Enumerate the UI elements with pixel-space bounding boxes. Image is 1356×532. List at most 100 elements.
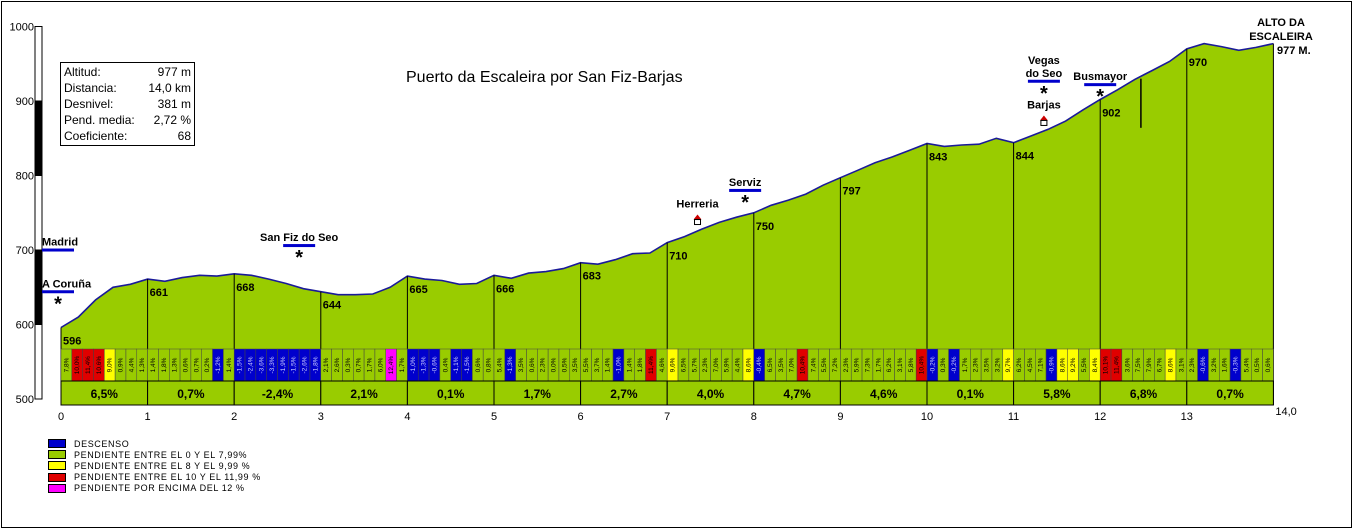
place-label: A Coruña [42,278,92,290]
gradient-label: 0,6% [182,357,189,372]
gradient-label: 1,4% [605,357,612,372]
x-tick-label: 2 [231,411,237,423]
gradient-label: -1,2% [215,356,222,373]
x-tick-label: 9 [837,411,843,423]
gradient-label: 12,4% [388,356,395,375]
legend-item-10-11: PENDIENTE ENTRE EL 10 Y EL 11,99 % [48,472,261,483]
gradient-label: 5,8% [908,357,915,372]
gradient-label: 1,8% [161,357,168,372]
star-marker: * [741,192,749,214]
gradient-label: 6,5% [767,357,774,372]
gradient-label: 2,1% [323,357,330,372]
gradient-label: 7,1% [1038,357,1045,372]
gradient-label: 6,2% [1016,357,1023,372]
gradient-label: 7,3% [864,357,871,372]
gradient-label: 8,4% [1092,357,1099,372]
km-altitude-label: 843 [929,151,947,163]
gradient-label: 6,0% [377,357,384,372]
legend-swatch [48,439,66,449]
km-gradient-label: 6,8% [1130,387,1158,401]
gradient-label: 1,3% [172,357,179,372]
gradient-label: -3,6% [258,356,265,373]
km-gradient-cell [1013,380,1101,406]
legend-swatch [48,450,66,460]
gradient-label: 9,6% [670,357,677,372]
gradient-label: 2,3% [540,357,547,372]
gradient-label: 1,6% [1222,357,1229,372]
km-gradient-band: 6,5% 0,7% -2,4% 2,1% 0,1% 1,7% 2,7% 4,0% 4,7% 4,6… [60,380,1274,406]
gradient-label: 0,2% [204,357,211,372]
km-altitude-label: 750 [756,221,774,233]
gradient-label: 0,8% [486,357,493,372]
y-tick-label: 900 [16,96,34,108]
gradient-label: 7,5% [1135,357,1142,372]
x-tick-label: 4 [404,411,410,423]
km-altitude-label: 596 [63,335,81,347]
x-tick-label: 12 [1094,411,1106,423]
gradient-label: 0,6% [529,357,536,372]
km-gradient-cell [580,380,668,406]
gradient-label: 0,9% [118,357,125,372]
gradient-label: 10,0% [74,356,81,375]
x-end-label: 14,0 [1275,406,1296,418]
gradient-label: -0,2% [951,356,958,373]
km-altitude-label: 666 [496,283,514,295]
place-label: ESCALEIRA [1249,31,1313,43]
gradient-label: 7,4% [810,357,817,372]
gradient-label: 1,4% [226,357,233,372]
gradient-label: -0,3% [1233,356,1240,373]
altitude-labels: 596 661 668 644 665 666 683 710 750 797 843 844 902 9… [63,57,1207,348]
y-axis-segment [34,100,43,176]
x-tick-label: 1 [145,411,151,423]
x-axis: 0 1 2 3 4 5 6 7 8 9 10 11 12 13 14,0 [58,406,1297,423]
gradient-label: 1,4% [626,357,633,372]
km-gradient-label: -2,4% [262,387,294,401]
x-tick-label: 7 [664,411,670,423]
gradient-label: 2,3% [973,357,980,372]
place-label: Busmayor [1073,71,1128,83]
legend-item-descenso: DESCENSO [48,438,261,449]
gradient-label: 5,7% [691,357,698,372]
gradient-label: 10,6% [96,356,103,375]
gradient-label: -1,5% [237,356,244,373]
gradient-label: 0,6% [475,357,482,372]
km-gradient-label: 1,7% [524,387,552,401]
gradient-label: 3,7% [594,357,601,372]
km-altitude-label: 797 [842,186,860,198]
gradient-label: 4,6% [659,357,666,372]
gradient-label: 4,4% [735,357,742,372]
km-gradient-cell [147,380,235,406]
gradient-label: -1,0% [410,356,417,373]
gradient-label: 0,5% [1254,357,1261,372]
info-row-pendiente: Pend. media: 2,72 % [64,113,191,127]
direction-arrow [1084,83,1117,87]
x-tick-label: 11 [1008,411,1019,423]
gradient-label: 3,5% [984,357,991,372]
gradient-label: -1,1% [453,356,460,373]
direction-arrow [283,244,316,248]
gradient-label: 7,0% [713,357,720,372]
gradient-label: 8,6% [1059,357,1066,372]
gradient-label: 7,9% [1146,357,1153,372]
gradient-label: 0,3% [345,357,352,372]
gradient-label: 3,2% [994,357,1001,372]
km-gradient-label: 4,0% [697,387,725,401]
y-tick-label: 800 [16,171,34,183]
place-label: Serviz [729,177,762,189]
km-altitude-label: 665 [409,284,427,296]
gradient-label: 10,4% [800,356,807,375]
km-gradient-label: 0,1% [957,387,985,401]
gradient-label: 0,4% [442,357,449,372]
x-tick-label: 10 [921,411,933,423]
gradient-label: 3,5% [572,357,579,372]
star-marker: * [1096,86,1104,108]
km-altitude-label: 644 [323,300,342,312]
info-row-coeficiente: Coeficiente: 68 [64,129,191,143]
direction-arrow [42,290,74,294]
gradient-label: 4,5% [1027,357,1034,372]
km-gradient-label: 0,7% [1216,387,1244,401]
place-label: Barjas [1027,99,1061,111]
direction-arrow [42,248,74,252]
gradient-label: 9,2% [1070,357,1077,372]
gradient-label: 8,6% [1168,357,1175,372]
